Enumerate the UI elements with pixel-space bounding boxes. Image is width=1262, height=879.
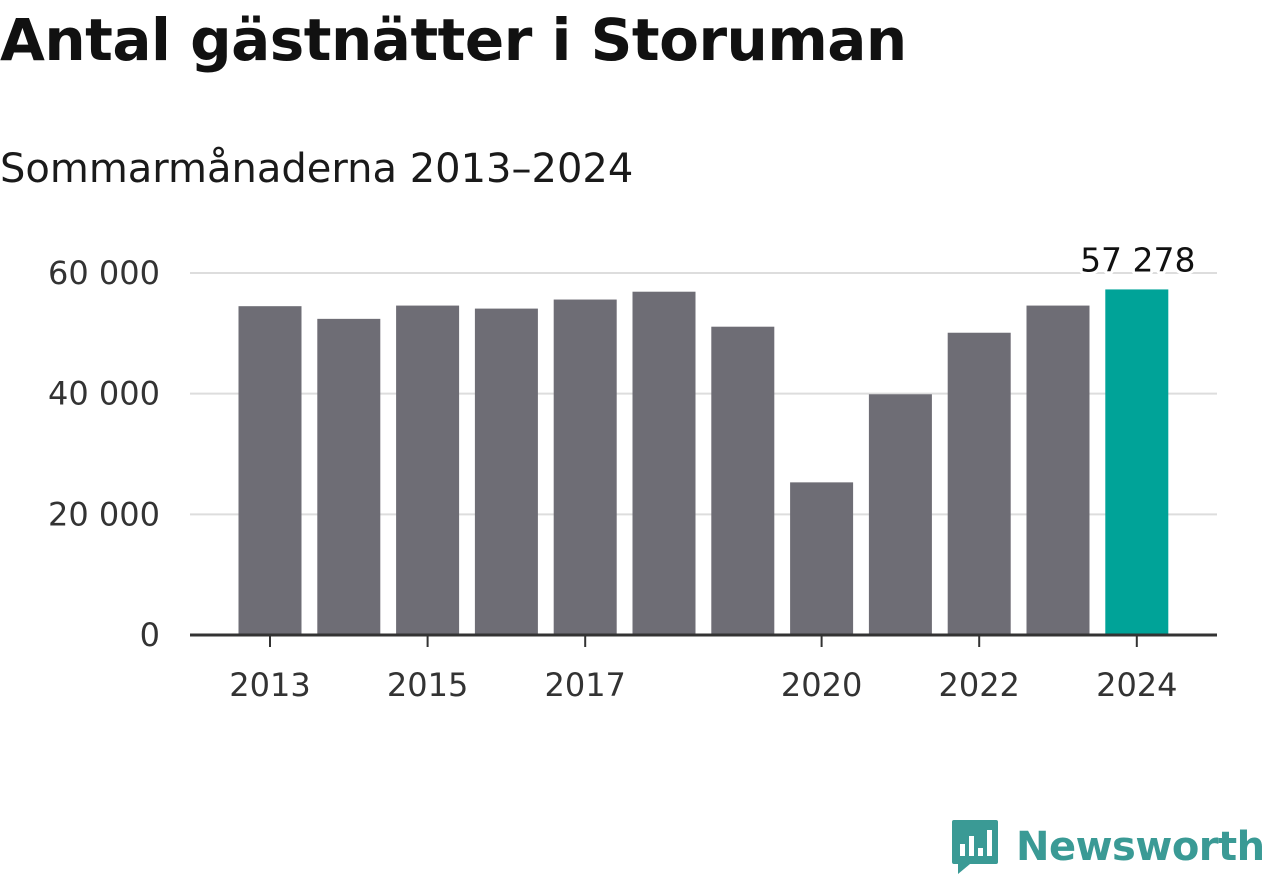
- bars: [238, 289, 1169, 635]
- data-label-halo: 57 278: [1080, 240, 1195, 279]
- chart-subtitle: Sommarmånaderna 2013–2024: [0, 146, 634, 192]
- x-tick-label: 2015: [387, 666, 468, 704]
- y-tick-label: 60 000: [48, 254, 160, 292]
- chart-title: Antal gästnätter i Storuman: [0, 6, 907, 74]
- x-tick-label: 2020: [781, 666, 862, 704]
- bar-2016: [474, 308, 538, 635]
- bar-2022: [947, 332, 1011, 635]
- bar-2024: [1105, 289, 1169, 635]
- bar-2018: [632, 291, 696, 635]
- data-label-2024: 57 278: [1080, 240, 1195, 279]
- newsworthy-logo: Newsworthy: [950, 818, 1262, 876]
- y-axis-tick-labels: 0 20 000 40 000 60 000: [48, 254, 160, 654]
- newsworthy-logo-icon: [952, 820, 998, 874]
- x-tick-label: 2022: [938, 666, 1019, 704]
- bar-2017: [553, 299, 617, 635]
- y-tick-label: 0: [140, 616, 160, 654]
- bar-2020: [790, 482, 854, 635]
- bar-2013: [238, 306, 302, 635]
- y-tick-label: 20 000: [48, 495, 160, 533]
- x-axis-tick-labels: 2013 2015 2017 2020 2022 2024: [229, 666, 1177, 704]
- bar-2021: [868, 394, 932, 635]
- x-axis: [190, 633, 1217, 647]
- x-tick-label: 2017: [544, 666, 625, 704]
- y-tick-label: 40 000: [48, 375, 160, 413]
- bar-2015: [396, 305, 460, 635]
- bar-2019: [711, 326, 775, 635]
- x-tick-label: 2024: [1096, 666, 1177, 704]
- bar-2023: [1026, 305, 1090, 635]
- bar-2014: [317, 318, 381, 635]
- newsworthy-logo-text: Newsworthy: [1016, 824, 1262, 870]
- x-tick-label: 2013: [229, 666, 310, 704]
